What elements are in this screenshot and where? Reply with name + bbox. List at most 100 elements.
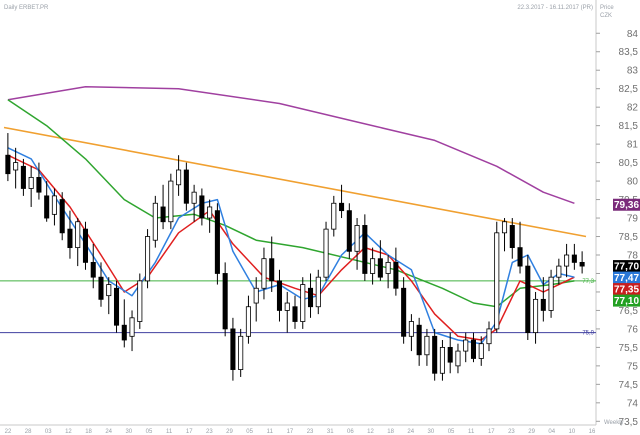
candle-body-51 <box>401 287 407 337</box>
candle-body-16 <box>129 317 135 337</box>
price-badge-label-3: 77,35 <box>614 285 639 296</box>
x-tick-label-21: 30 <box>428 429 435 435</box>
chart-date-range: 22.3.2017 - 16.11.2017 (PR) <box>517 5 593 11</box>
trendline-layer <box>3 126 587 238</box>
price-badge-label-2: 77,47 <box>614 273 639 284</box>
candle-body-44 <box>346 210 352 252</box>
x-tick-label-15: 23 <box>307 429 314 435</box>
candles <box>5 133 585 381</box>
candle-body-28 <box>222 273 228 330</box>
candle-body-12 <box>98 276 104 300</box>
x-tick-label-27: 04 <box>548 429 555 435</box>
candle-body-8 <box>67 228 73 249</box>
y-tick-label-12: 78 <box>627 251 639 262</box>
candle-body-57 <box>447 346 453 363</box>
y-tick-label-8: 80 <box>627 177 639 188</box>
x-tick-label-13: 11 <box>267 429 274 435</box>
x-tick-label-14: 17 <box>287 429 294 435</box>
candle-body-56 <box>439 346 445 374</box>
candle-body-48 <box>377 258 383 278</box>
price-badge-label-4: 77,10 <box>614 296 639 307</box>
candle-body-72 <box>564 254 570 267</box>
y-tick-label-11: 78,5 <box>619 232 639 243</box>
y-tick-label-5: 81,5 <box>619 121 639 132</box>
x-tick-label-18: 12 <box>367 429 374 435</box>
candle-body-60 <box>470 339 477 359</box>
y-tick-label-18: 75 <box>627 361 639 372</box>
currency-code: CZK <box>600 13 612 19</box>
currency-label: Price <box>600 5 614 11</box>
candle-body-34 <box>269 258 275 282</box>
y-tick-label-19: 74,5 <box>619 380 639 391</box>
candle-body-70 <box>548 276 554 311</box>
candle-body-29 <box>230 328 236 370</box>
candle-body-41 <box>323 228 329 278</box>
x-tick-label-26: 29 <box>528 429 535 435</box>
candle-body-27 <box>214 210 220 274</box>
candle-body-11 <box>90 261 96 278</box>
candle-body-3 <box>28 176 34 189</box>
candle-body-59 <box>463 339 469 352</box>
y-tick-label-7: 80,5 <box>619 158 639 169</box>
candle-body-6 <box>51 195 57 215</box>
x-tick-label-8: 11 <box>166 429 173 435</box>
x-tick-label-1: 28 <box>25 429 32 435</box>
x-tick-label-25: 23 <box>508 429 515 435</box>
y-tick-label-16: 76 <box>627 324 639 335</box>
candle-body-43 <box>339 202 345 212</box>
candle-body-10 <box>82 228 89 263</box>
price-badge-1 <box>613 260 640 273</box>
candle-body-36 <box>284 302 290 311</box>
x-tick-label-5: 24 <box>105 429 112 435</box>
candle-body-1 <box>13 162 19 171</box>
candle-body-35 <box>276 280 283 311</box>
y-tick-label-0: 84 <box>627 29 639 40</box>
y-tick-label-3: 82,5 <box>619 84 639 95</box>
candle-body-49 <box>385 261 391 274</box>
candle-body-71 <box>556 265 562 278</box>
x-tick-label-6: 30 <box>125 429 132 435</box>
x-tick-label-16: 31 <box>327 429 334 435</box>
candle-body-15 <box>121 324 127 341</box>
candle-body-38 <box>300 284 306 322</box>
candle-body-13 <box>106 284 112 297</box>
candle-body-5 <box>44 195 50 219</box>
candle-body-30 <box>238 335 244 370</box>
y-tick-label-17: 75,5 <box>619 343 639 354</box>
candle-body-31 <box>245 306 251 337</box>
candle-body-19 <box>152 202 158 241</box>
x-tick-label-11: 29 <box>226 429 233 435</box>
y-tick-label-4: 82 <box>627 103 639 114</box>
x-tick-label-3: 12 <box>65 429 72 435</box>
x-tick-label-0: 22 <box>5 429 12 435</box>
x-tick-label-23: 11 <box>468 429 475 435</box>
candle-body-0 <box>5 154 11 175</box>
y-tick-label-2: 83 <box>627 66 639 77</box>
y-tick-label-21: 73,5 <box>619 417 639 428</box>
candle-body-9 <box>75 221 81 249</box>
candle-body-26 <box>207 206 213 219</box>
hline-label-0: 77,3 <box>582 279 594 285</box>
x-tick-label-24: 17 <box>488 429 495 435</box>
candle-body-68 <box>533 298 539 334</box>
candle-body-17 <box>137 280 143 322</box>
moving-averages <box>7 86 575 345</box>
candle-body-66 <box>517 247 523 267</box>
candle-body-46 <box>362 225 368 274</box>
x-tick-label-9: 17 <box>186 429 193 435</box>
y-axis: 8483,58382,58281,58180,58079,57978,57877… <box>596 29 638 428</box>
x-tick-label-2: 03 <box>45 429 52 435</box>
candle-body-39 <box>307 287 314 308</box>
candle-body-4 <box>36 176 42 193</box>
x-tick-label-17: 06 <box>347 429 354 435</box>
candle-body-20 <box>160 206 166 223</box>
hline-label-1: 75,9 <box>582 331 594 337</box>
y-tick-label-20: 74 <box>627 398 639 409</box>
candle-body-32 <box>253 287 259 304</box>
y-tick-label-1: 83,5 <box>619 47 639 58</box>
x-tick-label-10: 23 <box>206 429 213 435</box>
y-tick-label-15: 76,5 <box>619 306 639 317</box>
candle-body-23 <box>183 169 189 204</box>
candle-body-58 <box>455 350 461 367</box>
